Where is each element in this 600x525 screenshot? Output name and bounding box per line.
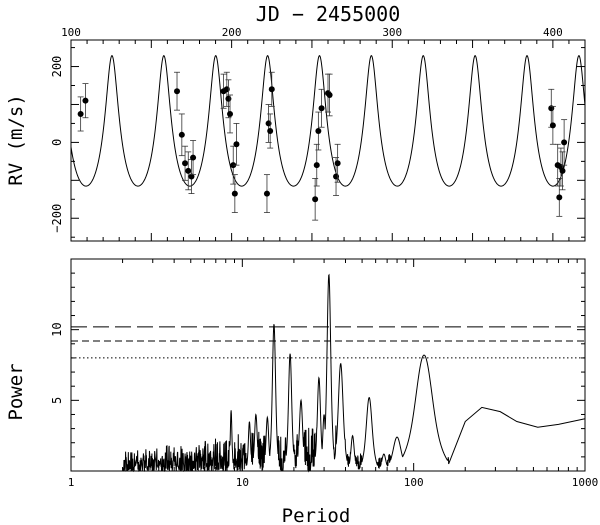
rv-point-marker [559, 167, 566, 174]
rv-point-marker [230, 162, 237, 169]
rv-model-curve [70, 54, 586, 187]
rv-data-point [318, 88, 325, 128]
rv-data-point [326, 73, 333, 117]
rv-point-marker [263, 190, 270, 197]
rv-data-point [315, 111, 322, 151]
rv-data-point [334, 143, 341, 183]
rv-y-ticks: 200 0 −200 [50, 47, 585, 238]
rv-point-marker [333, 173, 340, 180]
rv-point-marker [174, 88, 181, 95]
rv-x-tick-label: 400 [543, 26, 563, 39]
rv-data-point [227, 94, 234, 134]
rv-data-point [559, 151, 566, 191]
rv-x-tick-label: 200 [222, 26, 242, 39]
rv-y-axis-label: RV (m/s) [5, 94, 27, 186]
rv-y-tick-label: −200 [50, 204, 64, 233]
rv-point-marker [227, 110, 234, 117]
rv-data-point [549, 105, 556, 145]
rv-point-marker [185, 167, 192, 174]
periodogram-y-tick-label: 5 [50, 397, 64, 404]
rv-point-marker [268, 86, 275, 93]
rv-data-point [178, 113, 185, 157]
rv-y-tick-label: 200 [50, 56, 64, 78]
rv-data-point [548, 88, 555, 128]
rv-point-marker [315, 128, 322, 135]
rv-x-ticks: 100 200 300 400 [61, 26, 586, 241]
rv-data-point [263, 174, 270, 213]
rv-data-point [313, 143, 320, 187]
periodogram-panel: Period Power 1 10 100 1000 5 10 [5, 258, 599, 525]
rv-point-marker [561, 139, 568, 146]
rv-point-marker [556, 194, 563, 201]
rv-data-point [174, 71, 181, 111]
periodogram-plot-frame [70, 258, 586, 472]
periodogram-x-tick-label: 10 [236, 476, 249, 489]
rv-data-point [312, 178, 319, 221]
rv-data-point [267, 113, 274, 149]
rv-data-point [190, 140, 197, 176]
periodogram-x-tick-label: 100 [404, 476, 424, 489]
rv-point-marker [82, 97, 89, 104]
rv-point-marker [223, 86, 230, 93]
periodogram-x-tick-label: 1 [68, 476, 75, 489]
rv-point-marker [267, 128, 274, 135]
periodogram-y-ticks: 5 10 [50, 272, 585, 458]
rv-point-marker [313, 162, 320, 169]
rv-point-marker [549, 122, 556, 129]
rv-point-marker [182, 160, 189, 167]
rv-x-tick-label: 100 [61, 26, 81, 39]
rv-data-points [77, 71, 568, 221]
rv-data-point [231, 174, 238, 213]
rv-data-point [82, 83, 89, 119]
rv-data-point [77, 96, 84, 132]
rv-x-tick-label: 300 [382, 26, 402, 39]
rv-data-point [185, 151, 192, 191]
rv-data-point [182, 145, 189, 181]
periodogram-y-tick-label: 10 [50, 322, 64, 336]
rv-data-point [561, 119, 568, 166]
rv-point-marker [318, 105, 325, 112]
periodogram-x-axis-label: Period [282, 505, 351, 525]
rv-point-marker [190, 154, 197, 161]
rv-data-point [268, 71, 275, 107]
rv-data-point [265, 104, 272, 143]
periodogram-x-ticks: 1 10 100 1000 [68, 259, 599, 489]
rv-top-axis-label: JD − 2455000 [256, 2, 401, 26]
rv-point-marker [334, 160, 341, 167]
periodogram-y-axis-label: Power [5, 363, 27, 420]
periodogram-power-curve [122, 273, 586, 473]
rv-y-tick-label: 0 [50, 139, 64, 146]
rv-point-marker [225, 95, 232, 102]
rv-point-marker [77, 110, 84, 117]
rv-data-point [188, 159, 195, 194]
rv-point-marker [312, 196, 319, 203]
rv-point-marker [233, 141, 240, 148]
rv-data-point [233, 123, 240, 166]
rv-point-marker [265, 120, 272, 127]
rv-point-marker [231, 190, 238, 197]
rv-plot-frame [70, 39, 586, 242]
rv-point-marker [178, 131, 185, 138]
rv-panel: JD − 2455000 RV (m/s) 100 200 300 400 200 0 −… [5, 2, 586, 242]
significance-thresholds [71, 326, 585, 359]
rv-point-marker [326, 91, 333, 98]
periodogram-x-tick-label: 1000 [572, 476, 599, 489]
